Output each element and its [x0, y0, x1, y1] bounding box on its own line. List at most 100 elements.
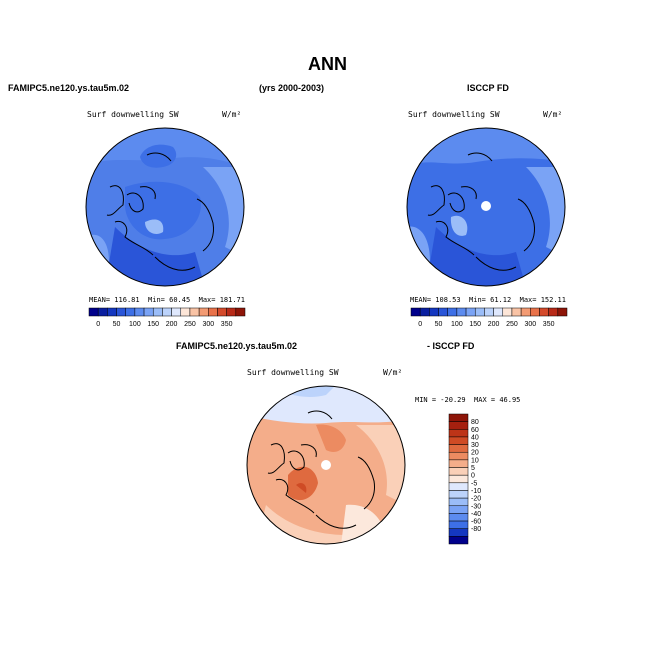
diff-max-label: MAX =: [474, 396, 496, 404]
obs-colorbar-cell: [502, 307, 513, 317]
model-colorbar-tick: 150: [147, 321, 159, 328]
model-colorbar-cell: [107, 307, 117, 317]
obs-colorbar-cell: [520, 307, 531, 317]
obs-mean: 108.53: [435, 296, 461, 304]
obs-colorbar-tick: 100: [451, 321, 463, 328]
diff-colorbar-cell: [448, 429, 469, 438]
obs-colorbar-tick: 200: [488, 321, 500, 328]
diff-colorbar-cell: [448, 421, 469, 430]
obs-colorbar-cell: [410, 307, 421, 317]
model-colorbar-cell: [162, 307, 172, 317]
obs-stats: MEAN= 108.53 Min= 61.12 Max= 152.11: [410, 296, 566, 304]
model-max-label: Max=: [198, 296, 216, 304]
diff-colorbar-tick: -20: [471, 496, 481, 503]
obs-colorbar-cell: [429, 307, 439, 317]
obs-colorbar-cell: [438, 307, 448, 317]
diff-max: 46.95: [499, 396, 521, 404]
model-colorbar-cell: [143, 307, 154, 317]
obs-colorbar-cell: [493, 307, 504, 317]
diff-units-label: W/m²: [383, 368, 403, 377]
diff-colorbar-cell: [448, 520, 469, 529]
obs-colorbar-tick: 350: [543, 321, 555, 328]
model-mean-label: MEAN=: [89, 296, 111, 304]
diff-min: -20.29: [440, 396, 466, 404]
diff-stats: MIN = -20.29 MAX = 46.95: [415, 396, 520, 404]
model-colorbar-tick: 100: [129, 321, 141, 328]
diff-colorbar-tick: 60: [471, 427, 479, 434]
diff-colorbar-cell: [448, 482, 469, 491]
model-colorbar-cell: [217, 307, 227, 317]
diff-colorbar-cell: [448, 413, 469, 422]
diff-colorbar-tick: -80: [471, 526, 481, 533]
model-min: 60.45: [169, 296, 191, 304]
diff-colorbar-cell: [448, 451, 469, 461]
model-colorbar-cell: [208, 307, 218, 317]
diff-colorbar-tick: -40: [471, 511, 481, 518]
model-colorbar-cell: [235, 307, 246, 317]
diff-colorbar-tick: 10: [471, 457, 479, 464]
diff-colorbar-tick: 30: [471, 442, 479, 449]
model-colorbar: 0 50 100 150 200 250 300 350: [88, 307, 246, 328]
obs-colorbar-cell: [419, 307, 430, 317]
obs-colorbar-cell: [530, 307, 540, 317]
model-colorbar-cell: [226, 307, 237, 317]
model-max: 181.71: [219, 296, 245, 304]
diff-colorbar-cell: [448, 444, 469, 453]
model-colorbar-cell: [152, 307, 163, 317]
model-polar-map: [85, 127, 245, 287]
obs-colorbar-cell: [456, 307, 467, 317]
obs-colorbar-cell: [447, 307, 458, 317]
diff-colorbar-cell: [448, 536, 469, 545]
obs-colorbar-tick: 0: [418, 321, 422, 328]
diff-colorbar-cell: [448, 528, 469, 537]
diff-colorbar-tick: -60: [471, 519, 481, 526]
model-colorbar-cell: [97, 307, 108, 317]
diff-colorbar-tick: 0: [471, 473, 475, 480]
diff-colorbar-cell: [448, 505, 469, 514]
diff-colorbar-tick: -5: [471, 480, 477, 487]
obs-colorbar-cell: [465, 307, 476, 317]
model-min-label: Min=: [148, 296, 165, 304]
model-units-label: W/m²: [222, 110, 242, 119]
obs-colorbar-tick: 50: [435, 321, 443, 328]
diff-colorbar-cell: [448, 513, 469, 522]
model-colorbar-cell: [116, 307, 126, 317]
diff-colorbar-cell: [448, 497, 469, 507]
model-colorbar-tick: 300: [202, 321, 214, 328]
diff-colorbar-cell: [448, 436, 469, 445]
diff-colorbar-tick: -10: [471, 488, 481, 495]
obs-colorbar-cell: [484, 307, 494, 317]
diff-model-label: FAMIPC5.ne120.ys.tau5m.02: [176, 341, 298, 351]
diff-min-label: MIN =: [415, 396, 437, 404]
diff-polar-map: [246, 385, 406, 545]
model-variable-label: Surf downwelling SW: [87, 110, 179, 119]
diff-colorbar-tick: -30: [471, 503, 481, 510]
model-mean: 116.81: [114, 296, 140, 304]
obs-case-label: ISCCP FD: [467, 83, 509, 93]
obs-colorbar-cell: [511, 307, 522, 317]
diff-colorbar-cell: [448, 467, 469, 476]
model-colorbar-cell: [125, 307, 136, 317]
model-colorbar-cell: [171, 307, 182, 317]
obs-mean-label: MEAN=: [410, 296, 432, 304]
obs-colorbar: 0 50 100 150 200 250 300 350: [410, 307, 568, 328]
obs-max: 152.11: [540, 296, 566, 304]
model-colorbar-cell: [180, 307, 191, 317]
model-colorbar-cell: [134, 307, 145, 317]
diff-variable-label: Surf downwelling SW: [247, 368, 339, 377]
obs-min: 61.12: [490, 296, 512, 304]
obs-variable-label: Surf downwelling SW: [408, 110, 500, 119]
model-colorbar-tick: 350: [221, 321, 233, 328]
model-colorbar-tick: 200: [166, 321, 178, 328]
model-stats: MEAN= 116.81 Min= 60.45 Max= 181.71: [89, 296, 245, 304]
obs-colorbar-tick: 150: [469, 321, 481, 328]
model-colorbar-tick: 250: [184, 321, 196, 328]
obs-units-label: W/m²: [543, 110, 563, 119]
years-label: (yrs 2000-2003): [259, 83, 325, 93]
diff-obs-label: - ISCCP FD: [427, 341, 475, 351]
model-colorbar-cell: [88, 307, 99, 317]
model-colorbar-cell: [198, 307, 209, 317]
diff-colorbar-tick: 5: [471, 465, 475, 472]
model-case-label: FAMIPC5.ne120.ys.tau5m.02: [8, 83, 130, 93]
